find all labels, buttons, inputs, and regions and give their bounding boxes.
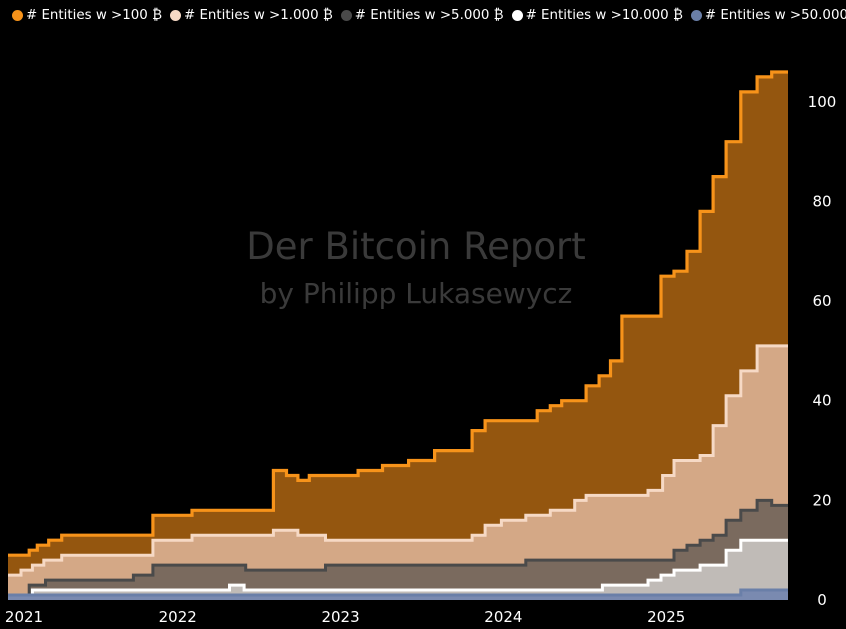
watermark-subtitle: by Philipp Lukasewycz (260, 277, 573, 310)
legend-swatch (12, 9, 23, 21)
x-tick-label: 2021 (5, 608, 43, 626)
watermark-title: Der Bitcoin Report (246, 225, 586, 268)
y-axis-ticks: 0 20 40 60 80 100 (808, 93, 837, 609)
area-entities-w-5-000 (8, 500, 788, 600)
x-tick-label: 2023 (321, 608, 359, 626)
legend-swatch (340, 9, 352, 21)
line-entities-w-100[interactable] (8, 70, 788, 557)
legend-swatch (170, 9, 181, 21)
legend-label: # Entities w >100 ₿ (26, 8, 162, 23)
legend-swatch (511, 9, 523, 21)
legend-label: # Entities w >1.000 ₿ (184, 8, 333, 23)
x-tick-label: 2022 (159, 608, 197, 626)
x-axis-ticks: 2021 2022 2023 2024 2025 (5, 608, 685, 626)
y-tick-label: 0 (817, 591, 827, 609)
series-lines (8, 70, 788, 597)
x-tick-label: 2025 (647, 608, 685, 626)
legend-item[interactable]: # Entities w >10.000 ₿ (511, 7, 683, 23)
legend-label: # Entities w >10.000 ₿ (525, 8, 683, 23)
legend-item[interactable]: # Entities w >1.000 ₿ (170, 7, 333, 23)
area-fills (8, 72, 788, 600)
y-tick-label: 60 (812, 292, 831, 310)
legend: # Entities w >100 ₿ # Entities w >1.000 ₿… (12, 6, 846, 24)
y-tick-label: 80 (812, 192, 831, 210)
line-entities-w-5-000[interactable] (8, 498, 788, 597)
line-entities-w-10-000[interactable] (8, 538, 788, 597)
legend-item[interactable]: # Entities w >100 ₿ (12, 7, 162, 23)
line-entities-w-50-000[interactable] (8, 588, 788, 597)
y-tick-label: 20 (812, 491, 831, 509)
y-tick-label: 40 (812, 392, 831, 410)
legend-item[interactable]: # Entities w >50.000 ₿ (690, 7, 846, 23)
y-tick-label: 100 (808, 93, 837, 111)
legend-label: # Entities w >5.000 ₿ (354, 8, 504, 23)
line-entities-w-1-000[interactable] (8, 344, 788, 577)
legend-item[interactable]: # Entities w >5.000 ₿ (340, 7, 504, 23)
x-tick-label: 2024 (484, 608, 522, 626)
legend-swatch (690, 9, 702, 21)
legend-label: # Entities w >50.000 ₿ (704, 8, 846, 23)
area-entities-w-100 (8, 72, 788, 600)
